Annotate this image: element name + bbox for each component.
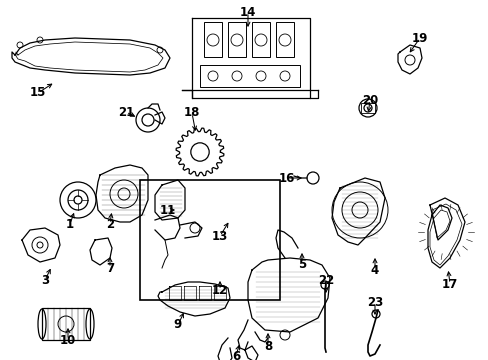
Text: 17: 17: [441, 278, 457, 291]
Bar: [275, 22, 293, 57]
Text: 13: 13: [211, 230, 228, 243]
Bar: [140, 180, 280, 300]
Text: 6: 6: [231, 350, 240, 360]
Text: 12: 12: [211, 284, 228, 297]
Text: 20: 20: [361, 94, 377, 107]
Text: 21: 21: [118, 105, 134, 118]
Text: 16: 16: [278, 171, 295, 184]
Text: 7: 7: [106, 261, 114, 274]
Bar: [203, 22, 222, 57]
Text: 22: 22: [317, 274, 333, 287]
Text: 14: 14: [239, 5, 256, 18]
Text: 3: 3: [41, 274, 49, 287]
Text: 5: 5: [297, 257, 305, 270]
Text: 8: 8: [264, 339, 271, 352]
Bar: [200, 65, 299, 87]
Text: 2: 2: [106, 217, 114, 230]
Bar: [360, 103, 374, 113]
Bar: [251, 22, 269, 57]
Bar: [42, 308, 90, 340]
Text: 11: 11: [160, 203, 176, 216]
Text: 9: 9: [174, 319, 182, 332]
Text: 18: 18: [183, 107, 200, 120]
Text: 23: 23: [366, 296, 382, 309]
Text: 1: 1: [66, 217, 74, 230]
Bar: [227, 22, 245, 57]
Text: 15: 15: [30, 86, 46, 99]
Text: 4: 4: [370, 264, 378, 276]
Text: 19: 19: [411, 31, 427, 45]
Text: 10: 10: [60, 333, 76, 346]
